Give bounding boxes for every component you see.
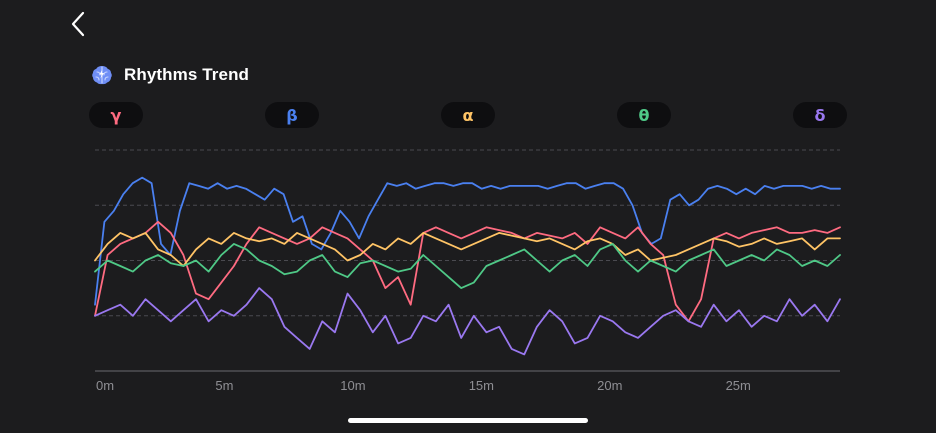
- back-button[interactable]: [64, 10, 92, 38]
- series-line: [94, 176, 841, 306]
- home-indicator[interactable]: [348, 418, 588, 423]
- band-delta-pill[interactable]: δ: [793, 102, 847, 128]
- x-tick-label: 25m: [726, 378, 751, 393]
- band-delta-label: δ: [814, 105, 826, 125]
- band-beta-label: β: [286, 105, 298, 125]
- series-line: [94, 287, 841, 356]
- series-line: [94, 231, 841, 267]
- x-tick-label: 15m: [469, 378, 494, 393]
- brain-icon: [92, 66, 112, 85]
- band-beta-pill[interactable]: β: [265, 102, 319, 128]
- chart-header: Rhythms Trend: [90, 60, 249, 90]
- band-theta-pill[interactable]: θ: [617, 102, 671, 128]
- band-gamma-pill[interactable]: γ: [89, 102, 143, 128]
- chart-grid: [95, 149, 840, 372]
- x-axis-ticks: 0m 5m 10m 15m 20m 25m: [96, 378, 751, 393]
- x-tick-label: 5m: [215, 378, 233, 393]
- x-tick-label: 20m: [597, 378, 622, 393]
- band-gamma-label: γ: [110, 105, 122, 125]
- chevron-left-icon: [71, 11, 85, 37]
- page-title: Rhythms Trend: [124, 65, 250, 84]
- chart-series: [94, 176, 841, 356]
- band-alpha-pill[interactable]: α: [441, 102, 495, 128]
- series-line: [94, 220, 841, 323]
- x-tick-label: 0m: [96, 378, 114, 393]
- band-alpha-label: α: [462, 105, 474, 125]
- x-tick-label: 10m: [340, 378, 365, 393]
- series-line: [94, 242, 841, 290]
- band-theta-label: θ: [638, 105, 650, 125]
